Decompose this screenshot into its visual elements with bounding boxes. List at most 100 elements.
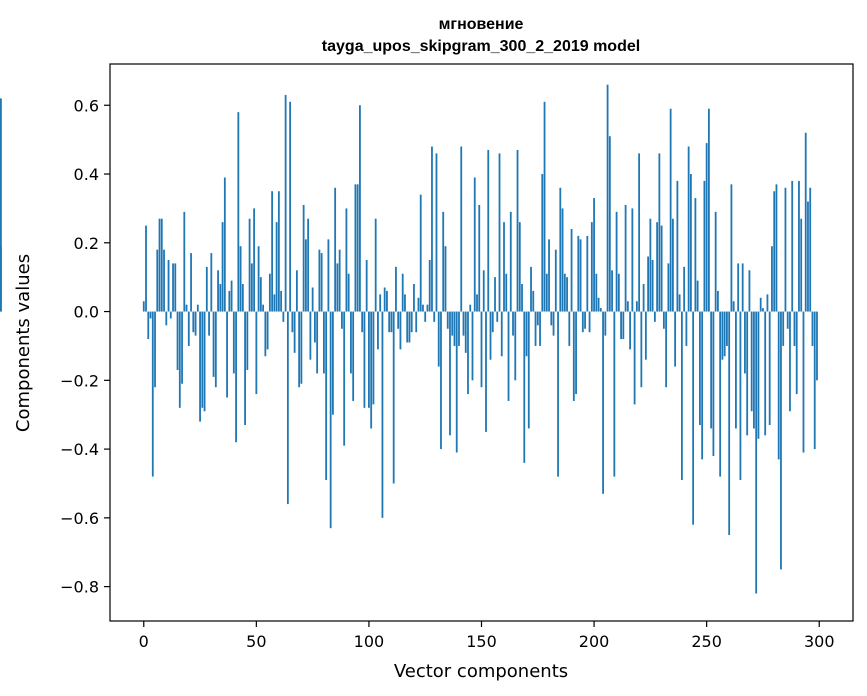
bar	[602, 311, 604, 494]
bar	[748, 270, 751, 312]
bar	[275, 222, 278, 312]
bar	[557, 311, 559, 477]
bar	[676, 180, 679, 312]
bar	[717, 290, 719, 312]
bar	[160, 218, 163, 312]
bar	[277, 191, 280, 312]
bar	[167, 259, 170, 312]
bar	[289, 101, 292, 312]
bar	[417, 297, 420, 312]
bar	[764, 311, 767, 436]
bar	[178, 311, 181, 408]
x-axis-label: Vector components	[394, 661, 568, 682]
bar	[514, 311, 517, 381]
bar	[804, 132, 807, 312]
chart-subtitle-text: tayga_upos_skipgram_300_2_2019 model	[322, 38, 640, 55]
bar	[165, 311, 168, 326]
x-tick-label: 250	[691, 632, 722, 651]
bar	[777, 311, 780, 460]
bar	[282, 311, 285, 322]
bar	[784, 187, 787, 312]
bar	[489, 311, 492, 360]
y-tick-label: 0.2	[74, 234, 99, 253]
bar	[572, 311, 575, 401]
bar	[149, 311, 152, 319]
bar	[775, 184, 778, 312]
bar	[320, 253, 323, 312]
bar	[705, 143, 708, 312]
bar	[644, 311, 647, 360]
bar	[500, 311, 503, 357]
bar	[347, 273, 350, 312]
bar	[313, 311, 316, 343]
bar	[626, 301, 629, 312]
bar	[379, 294, 382, 312]
bar	[701, 311, 704, 460]
bar	[356, 184, 359, 312]
bar	[327, 239, 330, 312]
bar	[458, 311, 460, 346]
bar	[548, 239, 550, 312]
bar	[741, 263, 744, 312]
bar	[708, 108, 710, 312]
bar	[415, 311, 418, 333]
bar	[696, 280, 699, 312]
bar	[482, 270, 485, 312]
bar	[383, 287, 386, 312]
bar	[241, 284, 244, 312]
bar	[588, 311, 591, 333]
bar	[570, 229, 573, 312]
bar	[187, 311, 190, 346]
bar	[584, 311, 586, 329]
bar	[446, 311, 449, 329]
bar	[354, 184, 357, 312]
bar	[154, 311, 156, 388]
bar	[721, 311, 724, 360]
bar	[656, 222, 659, 312]
bar	[392, 311, 395, 484]
bar	[302, 204, 305, 312]
bar	[577, 235, 580, 312]
bar	[426, 304, 429, 312]
x-tick-label: 200	[579, 632, 610, 651]
bar	[811, 311, 814, 346]
bar	[802, 311, 805, 453]
bar	[363, 311, 366, 408]
bar	[329, 311, 332, 529]
bar	[640, 311, 643, 388]
bar	[703, 180, 706, 312]
bar	[599, 308, 602, 312]
x-tick-label: 150	[466, 632, 497, 651]
bar	[782, 311, 785, 346]
bar	[496, 311, 499, 322]
bar	[431, 146, 433, 312]
bar	[575, 311, 577, 395]
bar	[408, 311, 411, 343]
bar	[372, 311, 375, 405]
bar	[449, 311, 451, 436]
bar	[307, 218, 310, 312]
bar	[485, 311, 487, 432]
bar	[568, 311, 571, 346]
bar	[527, 311, 530, 429]
bar	[377, 311, 379, 350]
bar	[473, 177, 476, 312]
bar	[386, 290, 388, 312]
bar	[352, 311, 355, 401]
bar	[336, 263, 339, 312]
bar	[219, 284, 222, 312]
bar	[816, 311, 818, 381]
bar	[365, 259, 368, 312]
bar	[687, 146, 690, 312]
bar	[586, 235, 589, 312]
bar	[753, 311, 755, 429]
bar	[554, 249, 557, 312]
y-tick-label: 0.0	[74, 303, 99, 322]
bar	[345, 208, 348, 312]
bar	[726, 311, 728, 346]
bar	[286, 311, 289, 505]
bar	[617, 273, 620, 312]
bar	[226, 311, 228, 398]
bar	[239, 246, 242, 312]
